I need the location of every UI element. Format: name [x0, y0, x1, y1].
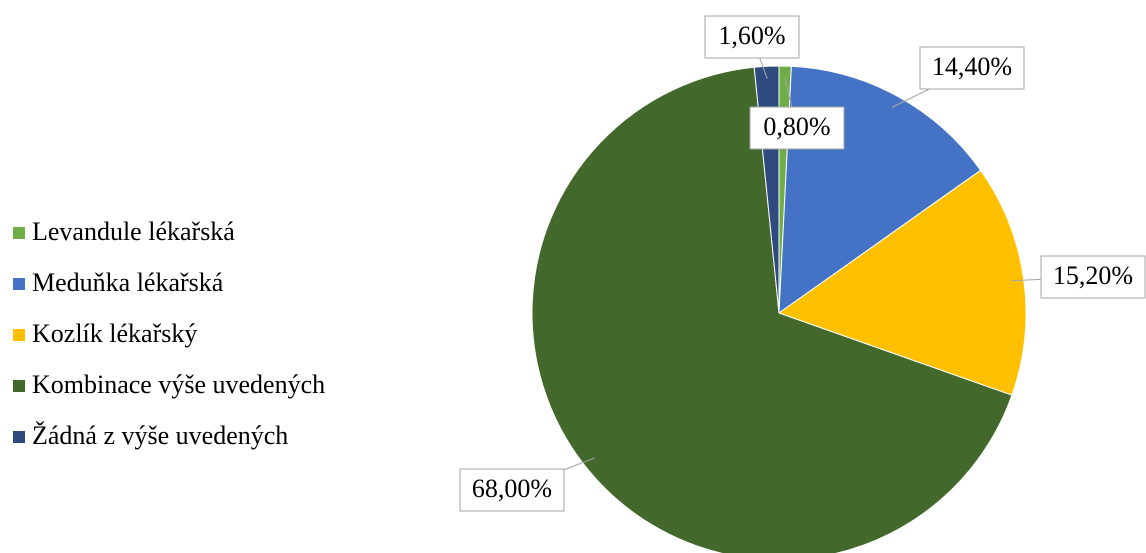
label-box [459, 468, 565, 512]
data-labels: 0,80% 14,40% 15,20% 68,00% 1,60% [459, 15, 1146, 512]
legend-label: Meduňka lékařská [32, 268, 224, 297]
legend-swatch [13, 278, 25, 290]
legend-swatch [13, 329, 25, 341]
data-label: 14,40% [932, 52, 1012, 81]
legend: Levandule lékařská Meduňka lékařská Kozlík… [13, 217, 325, 450]
data-label: 1,60% [718, 21, 785, 50]
data-label: 0,80% [763, 112, 830, 141]
label-box [704, 15, 800, 59]
data-label: 68,00% [472, 474, 552, 503]
label-box [749, 106, 845, 150]
label-box [919, 46, 1025, 90]
legend-label: Kozlík lékařský [32, 319, 197, 348]
label-box [1040, 255, 1146, 299]
legend-label: Žádná z výše uvedených [32, 421, 288, 450]
legend-label: Kombinace výše uvedených [32, 370, 325, 399]
legend-swatch [13, 431, 25, 443]
pie-slice [777, 169, 1027, 396]
legend-swatch [13, 227, 25, 239]
legend-swatch [13, 380, 25, 392]
data-label: 15,20% [1053, 261, 1133, 290]
legend-label: Levandule lékařská [32, 217, 235, 246]
pie [531, 65, 1027, 553]
pie-slice [531, 66, 1013, 553]
